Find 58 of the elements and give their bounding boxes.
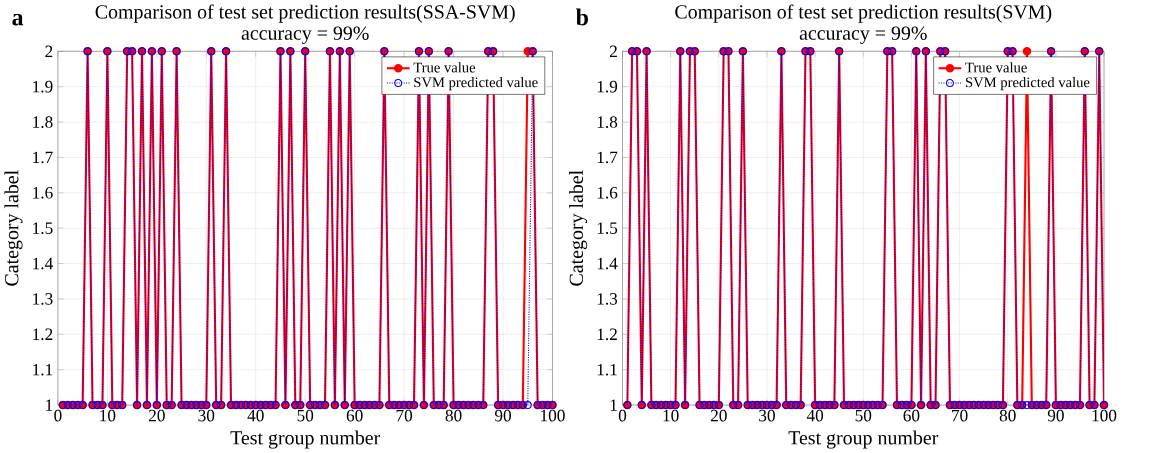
y-tick-label: 1.1	[33, 363, 53, 376]
text: b	[575, 8, 588, 26]
x-tick-label: 100	[541, 409, 565, 422]
x-tick-label: 30	[759, 409, 775, 422]
text: a	[12, 13, 24, 26]
chart-title: Comparison of test set prediction results(SVM)	[675, 4, 1052, 23]
x-tick-label: 40	[806, 409, 824, 422]
y-axis-title: Category label	[569, 170, 588, 286]
x-tick-label: 0	[618, 409, 627, 422]
y-tick-label: 1.8	[33, 116, 53, 128]
y-tick-label: 1.3	[597, 293, 618, 305]
y-tick-label: 1	[46, 399, 53, 411]
x-tick-label: 80	[445, 409, 462, 422]
x-tick-label: 50	[297, 409, 314, 422]
x-axis-title: Test group number	[230, 430, 381, 449]
x-tick-label: 30	[198, 409, 215, 422]
y-tick-label: 1.9	[597, 80, 618, 93]
y-tick-label: 2	[45, 45, 53, 58]
y-tick-label: 1.6	[33, 186, 53, 199]
y-tick-label: 1.2	[33, 328, 53, 341]
y-tick-label: 1.1	[597, 363, 617, 376]
y-tick-label: 1.8	[597, 116, 618, 128]
legend-label: True value	[413, 62, 476, 73]
x-tick-label: 100	[1092, 409, 1117, 422]
x-tick-label: 80	[999, 409, 1016, 422]
y-tick-label: 1.3	[33, 293, 53, 305]
x-tick-label: 0	[54, 409, 62, 422]
legend-label: SVM predicted value	[966, 76, 1090, 91]
x-tick-label: 70	[952, 409, 968, 422]
x-tick-label: 10	[100, 409, 116, 422]
legend-label: True value	[965, 62, 1027, 73]
x-tick-label: 20	[148, 409, 165, 422]
y-axis-title: Category label	[4, 170, 23, 286]
x-tick-label: 70	[396, 409, 413, 422]
y-tick-label: 1.4	[597, 257, 618, 270]
legend-label: SVM predicted value	[414, 76, 538, 91]
y-tick-label: 1.2	[597, 328, 617, 341]
x-tick-label: 40	[247, 409, 264, 422]
y-tick-label: 1.7	[597, 151, 618, 164]
y-tick-label: 1.7	[33, 151, 53, 164]
y-tick-label: 1.6	[597, 186, 618, 199]
x-tick-label: 10	[663, 409, 679, 422]
x-tick-label: 20	[710, 409, 727, 422]
x-tick-label: 50	[855, 409, 872, 422]
x-tick-label: 60	[903, 409, 920, 422]
y-tick-label: 1.4	[33, 257, 53, 270]
chart-subtitle: accuracy = 99%	[799, 26, 927, 44]
y-tick-label: 1	[610, 399, 617, 411]
chart-subtitle: accuracy = 99%	[241, 26, 369, 44]
y-tick-label: 2	[609, 45, 617, 58]
y-tick-label: 1.5	[597, 222, 618, 234]
x-tick-label: 90	[1047, 409, 1064, 422]
x-tick-label: 60	[346, 409, 363, 422]
x-tick-label: 90	[494, 409, 511, 422]
y-tick-label: 1.5	[33, 222, 53, 234]
x-axis-title: Test group number	[788, 430, 939, 449]
y-tick-label: 1.9	[33, 80, 53, 93]
chart-title: Comparison of test set prediction results(SSA-SVM)	[95, 4, 515, 23]
